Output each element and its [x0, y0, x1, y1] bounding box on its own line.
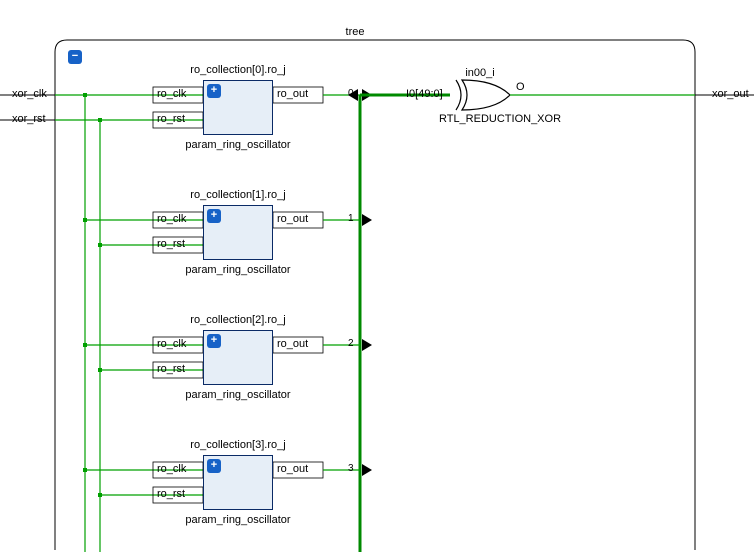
block-subtitle: param_ring_oscillator: [185, 139, 290, 151]
port-ro_clk: ro_clk: [157, 463, 186, 475]
port-xor_clk: xor_clk: [12, 88, 47, 100]
port-ro_out: ro_out: [277, 88, 308, 100]
port-xor_rst: xor_rst: [12, 113, 46, 125]
bus-index: 2: [348, 338, 354, 349]
expand-icon[interactable]: +: [207, 459, 221, 473]
port-ro_clk: ro_clk: [157, 213, 186, 225]
block-subtitle: param_ring_oscillator: [185, 389, 290, 401]
port-ro_out: ro_out: [277, 213, 308, 225]
bus-index: 1: [348, 213, 354, 224]
schematic-canvas: tree − xor_clk xor_rst xor_out ro_collection[…: [0, 0, 754, 552]
port-ro_clk: ro_clk: [157, 88, 186, 100]
block-title: ro_collection[2].ro_j: [190, 314, 285, 326]
port-ro_rst: ro_rst: [157, 238, 185, 250]
block-title: ro_collection[0].ro_j: [190, 64, 285, 76]
port-xor_out: xor_out: [712, 88, 749, 100]
module-title: tree: [346, 26, 365, 38]
block-subtitle: param_ring_oscillator: [185, 514, 290, 526]
port-ro_rst: ro_rst: [157, 113, 185, 125]
expand-icon[interactable]: +: [207, 334, 221, 348]
xor-title: in00_i: [465, 67, 494, 79]
expand-icon[interactable]: +: [207, 84, 221, 98]
bus-index: 0: [348, 88, 354, 99]
port-ro_clk: ro_clk: [157, 338, 186, 350]
xor-in-label: I0[49:0]: [406, 88, 443, 100]
xor-subtitle: RTL_REDUCTION_XOR: [439, 113, 561, 125]
port-ro_out: ro_out: [277, 463, 308, 475]
expand-icon[interactable]: +: [207, 209, 221, 223]
block-title: ro_collection[3].ro_j: [190, 439, 285, 451]
block-title: ro_collection[1].ro_j: [190, 189, 285, 201]
port-ro_rst: ro_rst: [157, 488, 185, 500]
block-subtitle: param_ring_oscillator: [185, 264, 290, 276]
bus-index: 3: [348, 463, 354, 474]
wiring-layer: [0, 0, 754, 552]
port-ro_out: ro_out: [277, 338, 308, 350]
collapse-icon[interactable]: −: [68, 50, 82, 64]
xor-out-label: O: [516, 81, 525, 93]
port-ro_rst: ro_rst: [157, 363, 185, 375]
